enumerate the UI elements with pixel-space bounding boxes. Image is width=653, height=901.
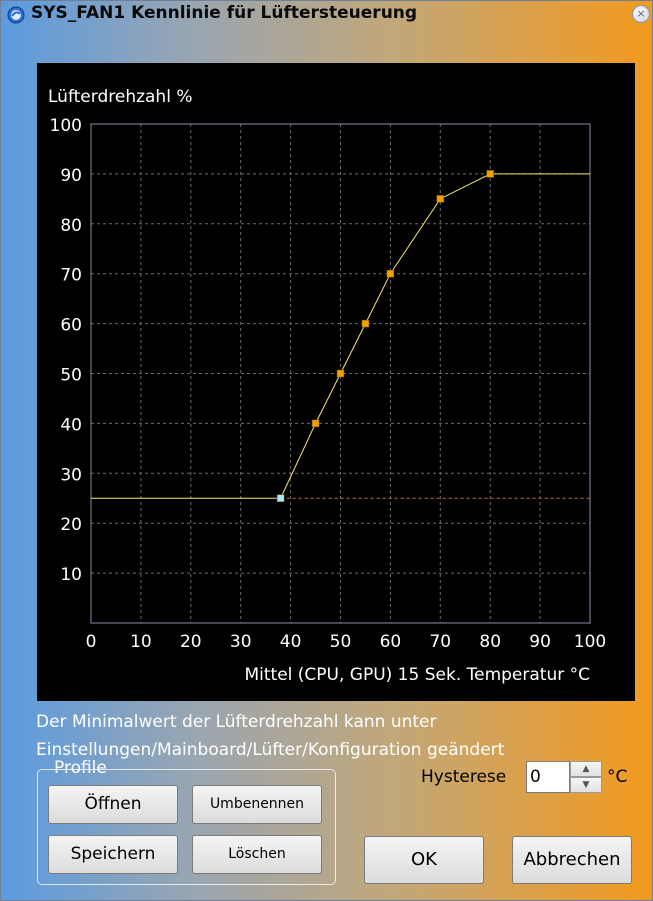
- title-bar[interactable]: SYS_FAN1 Kennlinie für Lüftersteuerung ×: [1, 1, 653, 29]
- x-tick-label: 30: [230, 632, 252, 652]
- y-tick-label: 10: [60, 565, 82, 585]
- close-button[interactable]: ×: [632, 5, 650, 23]
- curve-point[interactable]: [336, 369, 345, 378]
- x-tick-label: 60: [380, 632, 402, 652]
- x-tick-label: 0: [86, 632, 97, 652]
- x-tick-label: 90: [529, 632, 551, 652]
- x-tick-label: 80: [479, 632, 501, 652]
- curve-point[interactable]: [276, 494, 285, 502]
- plot-area-frame: [90, 123, 591, 624]
- y-tick-label: 30: [60, 465, 82, 485]
- x-tick-label: 100: [574, 632, 606, 652]
- x-tick-label: 70: [429, 632, 451, 652]
- cancel-button[interactable]: Abbrechen: [512, 836, 632, 884]
- chart-canvas[interactable]: 10 20 30 40 50 60 70 80 90 100 0 10 20 30 40 50 60 70 80 90…: [37, 63, 635, 701]
- hysteresis-decrement-button[interactable]: ▼: [570, 777, 602, 793]
- app-icon: [7, 6, 25, 24]
- y-tick-label: 80: [60, 216, 82, 236]
- curve-point[interactable]: [386, 269, 395, 278]
- curve-point[interactable]: [361, 319, 370, 328]
- y-axis-label: Lüfterdrehzahl %: [48, 87, 192, 107]
- x-tick-label: 10: [130, 632, 152, 652]
- curve-point[interactable]: [486, 170, 494, 178]
- y-tick-label: 50: [60, 366, 82, 386]
- rename-profile-button[interactable]: Umbenennen: [192, 785, 322, 824]
- y-tick-label: 20: [60, 515, 82, 535]
- x-tick-label: 50: [330, 632, 352, 652]
- profile-group: [37, 769, 336, 885]
- hysteresis-increment-button[interactable]: ▲: [570, 761, 602, 777]
- hysteresis-unit-label: °C: [607, 767, 628, 787]
- hysteresis-label: Hysterese: [421, 767, 507, 787]
- x-axis-label: Mittel (CPU, GPU) 15 Sek. Temperatur °C: [244, 665, 590, 685]
- profile-group-legend: Profile: [54, 758, 107, 778]
- x-tick-label: 20: [180, 632, 202, 652]
- save-profile-button[interactable]: Speichern: [48, 835, 178, 874]
- fan-curve-chart[interactable]: 10 20 30 40 50 60 70 80 90 100 0 10 20 30 40 50 60 70 80 90…: [37, 63, 635, 701]
- delete-profile-button[interactable]: Löschen: [192, 835, 322, 874]
- window-title: SYS_FAN1 Kennlinie für Lüftersteuerung: [31, 3, 418, 23]
- y-tick-label: 40: [60, 415, 82, 435]
- y-tick-label: 70: [60, 266, 82, 286]
- y-tick-label: 60: [60, 316, 82, 336]
- curve-point[interactable]: [311, 419, 320, 428]
- curve-point[interactable]: [436, 195, 445, 203]
- x-tick-label: 40: [280, 632, 302, 652]
- info-text: Der Minimalwert der Lüfterdrehzahl kann …: [36, 712, 505, 760]
- open-profile-button[interactable]: Öffnen: [48, 785, 178, 824]
- y-tick-label: 100: [50, 116, 82, 136]
- y-tick-label: 90: [60, 166, 82, 186]
- ok-button[interactable]: OK: [364, 836, 484, 884]
- hysteresis-input[interactable]: [526, 761, 570, 793]
